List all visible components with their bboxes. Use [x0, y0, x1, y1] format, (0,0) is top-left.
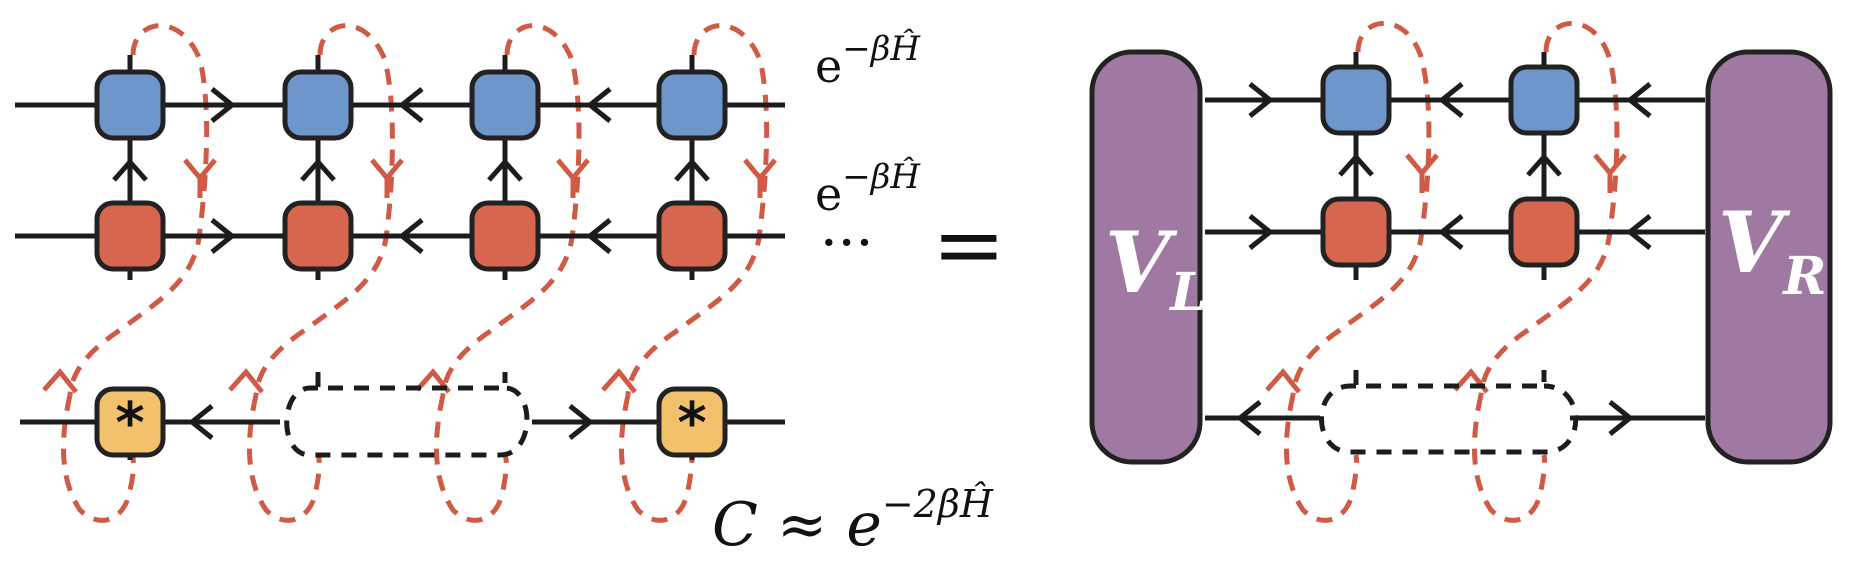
boundary-tensor-vr: VR: [1705, 49, 1833, 465]
star-tensor-left: *: [94, 386, 166, 458]
blue-tensors-row-1: [94, 69, 728, 141]
boundary-tensor-vl: VL: [1089, 49, 1207, 465]
red-tensor: [469, 200, 541, 272]
red-tensor: [656, 200, 728, 272]
equals-sign: =: [932, 193, 1006, 296]
right-arrows: [1235, 82, 1652, 436]
label-top-operator: e−βĤ: [815, 28, 921, 93]
right-trace-arrows: [1265, 153, 1627, 394]
trace-loops-top: [67, 23, 770, 396]
trace-arrows-up: [42, 368, 637, 394]
red-tensor: [94, 200, 166, 272]
row-3-arrows: [187, 404, 595, 440]
right-network: VL VR: [1089, 20, 1833, 523]
vertical-up-arrows: [112, 158, 710, 182]
trace-loops-bottom: [60, 394, 695, 523]
c-approx-label: C ≈ e−2βĤ: [712, 482, 994, 560]
star-symbol: *: [677, 391, 706, 456]
red-tensor: [1320, 196, 1392, 268]
vertical-wires: [127, 55, 695, 460]
blue-tensor: [469, 69, 541, 141]
blue-tensor: [1508, 64, 1580, 136]
blue-tensor: [656, 69, 728, 141]
svg-text:VR: VR: [1718, 193, 1826, 307]
red-tensors-row-2: [94, 200, 728, 272]
right-trace-loops: [1283, 20, 1620, 523]
star-tensor-right: *: [656, 386, 728, 458]
dots: ···: [820, 211, 873, 276]
row-2-arrows: [210, 218, 612, 254]
red-tensor: [282, 200, 354, 272]
star-symbol: *: [115, 391, 144, 456]
right-dashed-placeholder-box: [1319, 370, 1579, 455]
blue-tensor: [1320, 64, 1392, 136]
svg-text:VL: VL: [1105, 213, 1207, 323]
left-network: * * e−βĤ e−βĤ ··· = C ≈ e−2βĤ: [15, 23, 1006, 560]
dashed-placeholder-box: [284, 372, 530, 458]
label-mid-operator: e−βĤ: [815, 156, 921, 221]
blue-tensor: [94, 69, 166, 141]
blue-tensor: [282, 69, 354, 141]
row-1-arrows: [210, 87, 612, 123]
trace-arrows-down: [183, 158, 777, 198]
red-tensor: [1508, 196, 1580, 268]
